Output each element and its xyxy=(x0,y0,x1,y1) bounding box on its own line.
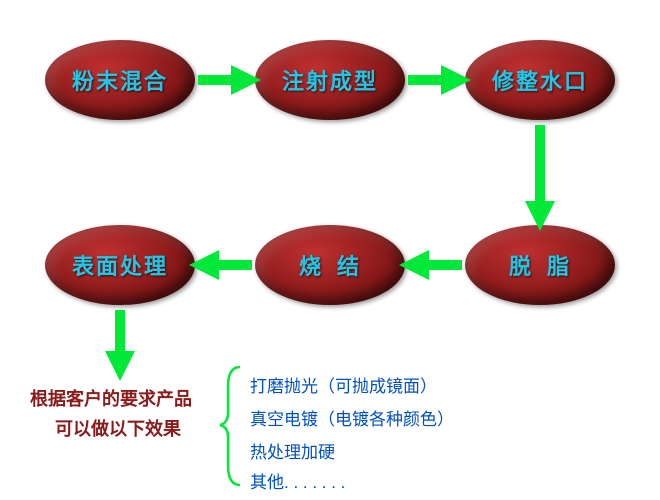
option-item: 真空电镀（电镀各种颜色） xyxy=(250,405,454,430)
option-item: 热处理加硬 xyxy=(250,438,335,463)
options-brace xyxy=(218,365,248,495)
footer-line2: 可以做以下效果 xyxy=(55,415,181,441)
option-item: 打磨抛光（可抛成镜面） xyxy=(250,372,437,397)
footer-line1: 根据客户的要求产品 xyxy=(30,385,192,411)
option-item: 其他. . . . . . . xyxy=(250,468,345,493)
